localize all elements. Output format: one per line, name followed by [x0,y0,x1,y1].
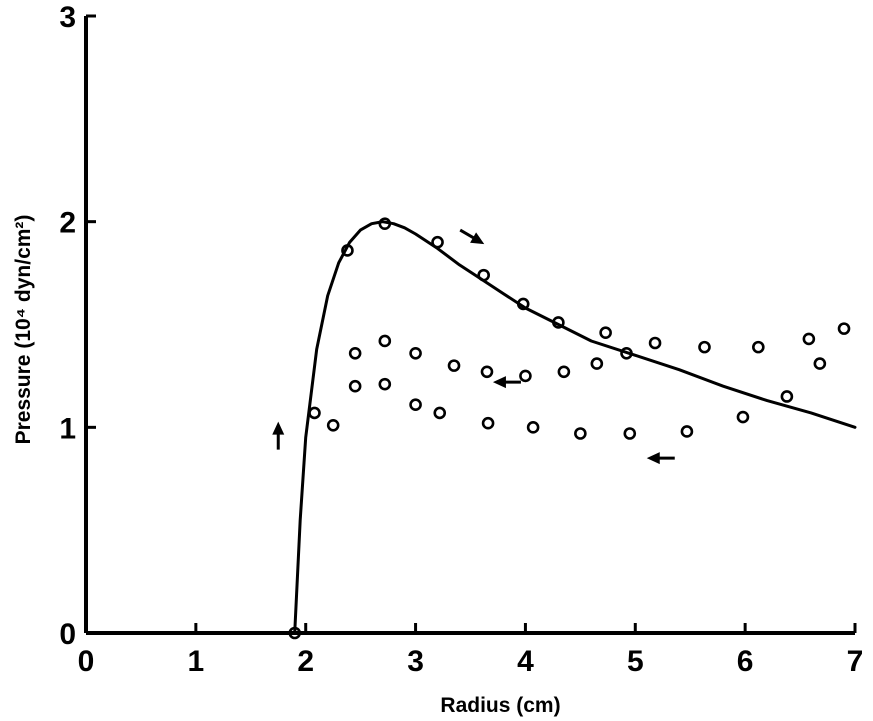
data-point [736,410,750,424]
data-point [813,357,827,370]
data-point [648,336,662,350]
data-point [477,268,490,282]
x-axis-title: Radius (cm) [440,694,560,717]
y-ticks: 0 1 2 3 [59,1,96,651]
arrow-head [470,232,485,245]
data-point [288,626,302,640]
x-tick-label: 6 [737,645,754,678]
x-ticks: 0 1 2 3 4 5 6 7 [78,623,864,678]
x-tick-label: 1 [188,645,205,678]
data-point [378,217,392,231]
y-tick-label: 3 [59,1,76,34]
data-point [752,340,765,354]
data-point [378,334,392,348]
data-point [308,406,321,420]
data-point [680,425,694,438]
x-tick-label: 0 [78,645,95,678]
x-tick-label: 2 [297,645,314,678]
data-point [348,346,362,360]
data-point [447,359,461,372]
data-point [557,365,571,379]
x-tick-label: 7 [847,645,864,678]
data-point [599,326,612,340]
data-point [590,357,604,370]
data-point [802,332,816,346]
direction-arrow-left [646,452,675,465]
data-point [620,346,633,360]
data-point [519,369,532,383]
data-point [780,390,794,403]
data-point [481,416,495,430]
y-tick-label: 2 [59,207,76,240]
data-point [837,322,851,335]
arrow-head [272,421,285,435]
data-point [409,398,422,412]
y-axis-title: Pressure (10⁴ dyn/cm²) [12,215,35,445]
x-tick-label: 3 [407,645,424,678]
data-point [409,346,422,360]
axes [84,16,855,635]
data-point [341,244,354,257]
data-point [480,365,494,379]
direction-arrow-left [492,376,521,389]
data-point [433,406,447,420]
data-point [526,421,540,434]
direction-arrow-up [272,421,285,450]
data-point [326,418,340,432]
data-point [431,235,444,249]
data-point [516,297,530,311]
direction-arrow-down-right [459,228,485,245]
y-tick-label: 1 [59,412,76,445]
arrow-head [492,376,506,389]
data-point [574,427,587,440]
arrow-head [646,452,660,465]
data-point [348,379,362,393]
y-tick-label: 0 [59,618,76,651]
data-point [623,427,637,440]
x-tick-label: 5 [627,645,644,678]
fitted-curve [293,220,857,635]
data-point [698,340,711,354]
data-point [552,316,565,329]
series-layer [288,217,857,640]
data-point [378,377,392,391]
x-tick-label: 4 [517,645,534,678]
annotation-layer [272,228,675,465]
